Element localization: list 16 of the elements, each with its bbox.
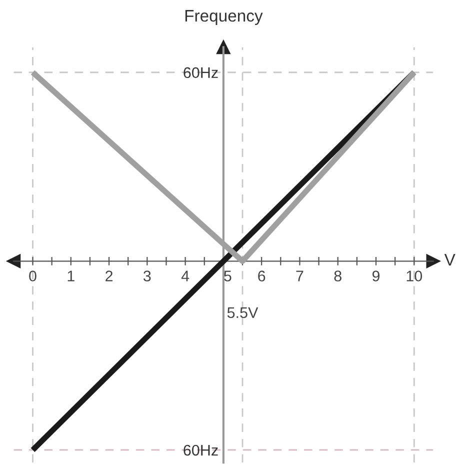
- x-tick-label: 6: [258, 270, 266, 282]
- x-tick-label: 4: [181, 270, 190, 282]
- x-tick-label: 5: [224, 270, 232, 282]
- x-tick-label: 9: [372, 270, 380, 282]
- x-tick-label: 10: [406, 270, 422, 282]
- ref-line-label: 5.5V: [227, 307, 258, 318]
- x-tick-label: 7: [296, 270, 304, 282]
- y-tick-label: 60Hz: [184, 444, 218, 456]
- x-tick-label: 3: [144, 270, 151, 282]
- x-tick-label: 2: [106, 270, 113, 282]
- y-tick-label: 60Hz: [184, 67, 218, 78]
- x-tick-label: 8: [334, 270, 342, 282]
- x-tick-label: 1: [68, 270, 74, 282]
- x-tick-label: 0: [29, 270, 36, 282]
- x-axis-title: V: [444, 254, 456, 266]
- y-axis-title: Frequency: [185, 10, 263, 25]
